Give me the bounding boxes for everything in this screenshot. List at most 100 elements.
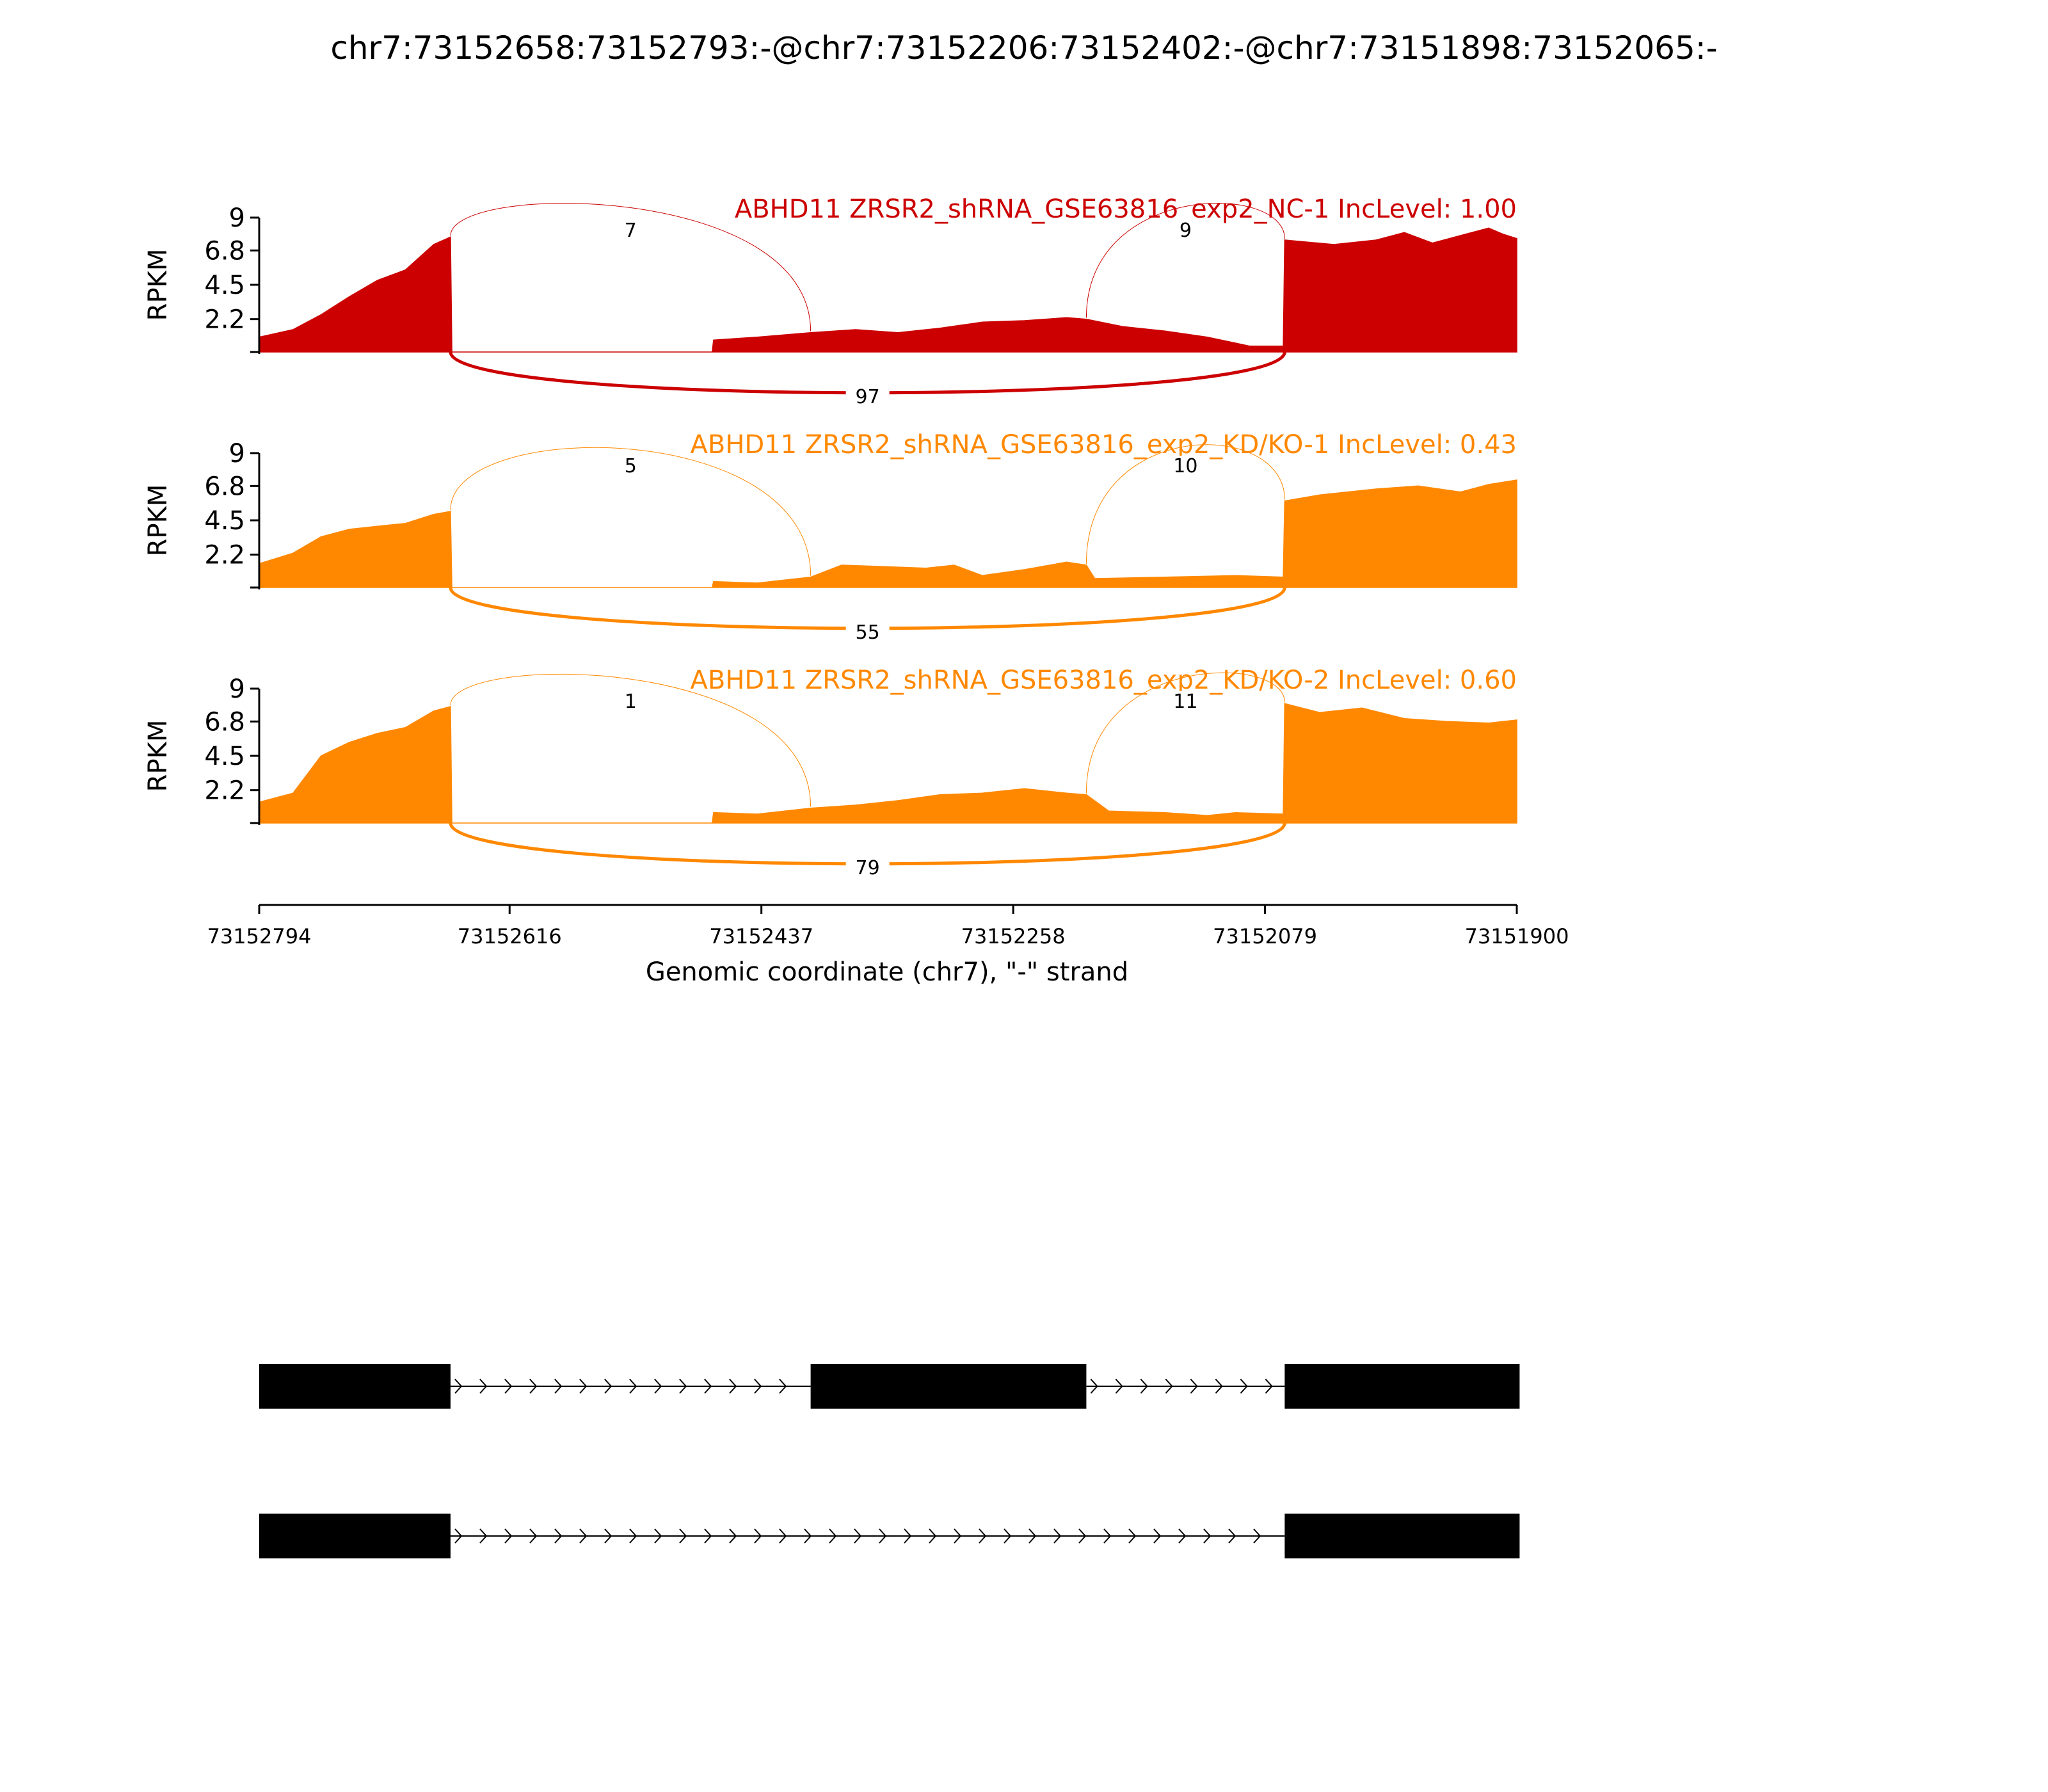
junction-count: 7 <box>625 220 637 242</box>
strand-chevron-icon <box>854 1528 862 1544</box>
strand-chevron-icon <box>704 1379 712 1394</box>
coverage-area <box>259 703 1517 824</box>
junction-arc-9 <box>1085 203 1285 318</box>
strand-chevron-icon <box>1228 1528 1236 1544</box>
junction-count-background <box>1164 220 1208 243</box>
junction-count: 97 <box>856 386 880 408</box>
strand-chevron-icon <box>1103 1528 1112 1544</box>
junction-count-label: 9 <box>1164 220 1208 243</box>
strand-chevron-icon <box>1090 1379 1098 1394</box>
strand-chevron-icon <box>479 1379 488 1394</box>
strand-chevron-icon <box>1028 1528 1037 1544</box>
coverage-panel-3: 9 6.8 4.5 2.2 RPKM ABHD11 ZRSR2_shRNA_GSE6381… <box>143 666 1517 881</box>
junction-count-background <box>1164 691 1208 714</box>
exon-block <box>810 1364 1087 1409</box>
sample-label: ABHD11 ZRSR2_shRNA_GSE63816_exp2_KD/KO-1… <box>691 430 1517 460</box>
sample-label: ABHD11 ZRSR2_shRNA_GSE63816_exp2_NC-1 In… <box>735 195 1517 224</box>
coverage-panel-1: 9 6.8 4.5 2.2 RPKM ABHD11 ZRSR2_shRNA_GSE6381… <box>143 195 1517 410</box>
strand-chevron-icon <box>729 1528 737 1544</box>
strand-chevron-icon <box>704 1528 712 1544</box>
strand-chevron-icon <box>1115 1379 1123 1394</box>
strand-chevron-icon <box>779 1528 787 1544</box>
junction-arc-1 <box>450 673 812 807</box>
strand-chevron-icon <box>1165 1379 1173 1394</box>
strand-chevron-icon <box>504 1528 513 1544</box>
y-axis-label: RPKM <box>143 484 173 557</box>
junction-count-background <box>1164 456 1208 479</box>
exon-block <box>259 1514 451 1558</box>
strand-chevron-icon <box>929 1528 937 1544</box>
junction-arc-5 <box>450 447 812 576</box>
y-tick-label: 9 <box>229 675 245 704</box>
y-tick-label: 2.2 <box>204 305 245 335</box>
y-tick-label: 9 <box>229 204 245 233</box>
strand-chevron-icon <box>729 1379 737 1394</box>
x-tick-label: 73152079 <box>1213 924 1317 948</box>
strand-chevron-icon <box>604 1379 612 1394</box>
junction-arc-7 <box>450 203 812 332</box>
junction-count: 79 <box>856 857 880 879</box>
strand-chevron-icon <box>479 1528 488 1544</box>
exon-block <box>1284 1364 1520 1409</box>
x-axis: 73152794 73152616 73152437 73152258 73152079… <box>207 904 1569 948</box>
x-tick-label: 73152794 <box>207 924 312 948</box>
strand-chevron-icon <box>754 1528 762 1544</box>
y-tick-label: 2.2 <box>204 541 245 570</box>
strand-chevron-icon <box>1265 1379 1273 1394</box>
junction-count-background <box>845 622 890 645</box>
coverage-area <box>259 227 1517 353</box>
junction-count: 55 <box>856 621 880 644</box>
junction-count: 10 <box>1173 455 1197 477</box>
strand-chevron-icon <box>879 1528 887 1544</box>
figure-title: chr7:73152658:73152793:-@chr7:73152206:7… <box>330 29 1717 67</box>
junction-count-background <box>845 387 890 410</box>
strand-chevron-icon <box>1215 1379 1223 1394</box>
strand-chevron-icon <box>629 1379 637 1394</box>
strand-chevron-icon <box>1190 1379 1198 1394</box>
strand-chevron-icon <box>804 1528 812 1544</box>
strand-chevron-icon <box>654 1379 662 1394</box>
y-tick-label: 4.5 <box>204 271 245 300</box>
junction-count-label: 55 <box>845 621 890 645</box>
junction-count-label: 5 <box>609 455 653 479</box>
strand-chevron-icon <box>554 1528 563 1544</box>
junction-count-background <box>845 858 890 881</box>
y-tick-label: 2.2 <box>204 776 245 806</box>
strand-chevron-icon <box>1240 1379 1248 1394</box>
y-tick-label: 6.8 <box>204 472 245 501</box>
y-tick-label: 6.8 <box>204 707 245 737</box>
strand-chevron-icon <box>1078 1528 1087 1544</box>
strand-chevron-icon <box>1004 1528 1012 1544</box>
strand-chevron-icon <box>1203 1528 1212 1544</box>
y-tick-label: 4.5 <box>204 742 245 771</box>
strand-chevron-icon <box>654 1528 662 1544</box>
strand-chevron-icon <box>529 1379 538 1394</box>
junction-count-label: 11 <box>1164 691 1208 714</box>
strand-chevron-icon <box>454 1528 463 1544</box>
strand-chevron-icon <box>504 1379 513 1394</box>
junction-count-label: 10 <box>1164 455 1208 479</box>
strand-chevron-icon <box>779 1379 787 1394</box>
junction-count-label: 1 <box>609 691 653 714</box>
strand-chevron-icon <box>579 1379 588 1394</box>
junction-count-background <box>609 456 653 479</box>
strand-chevron-icon <box>579 1528 588 1544</box>
strand-chevron-icon <box>454 1379 463 1394</box>
junction-count-label: 97 <box>845 386 890 410</box>
x-tick-label: 73152616 <box>458 924 562 948</box>
strand-chevron-icon <box>1140 1379 1148 1394</box>
coverage-area <box>259 479 1517 588</box>
junction-count-background <box>609 220 653 243</box>
y-axis-label: RPKM <box>143 249 173 321</box>
y-tick-label: 4.5 <box>204 506 245 536</box>
isoform-track <box>259 1364 1520 1558</box>
strand-chevron-icon <box>1253 1528 1261 1544</box>
strand-chevron-icon <box>1153 1528 1162 1544</box>
isoform-1 <box>259 1364 1520 1409</box>
strand-chevron-icon <box>554 1379 563 1394</box>
junction-count-label: 79 <box>845 857 890 881</box>
strand-chevron-icon <box>629 1528 637 1544</box>
strand-chevron-icon <box>904 1528 912 1544</box>
